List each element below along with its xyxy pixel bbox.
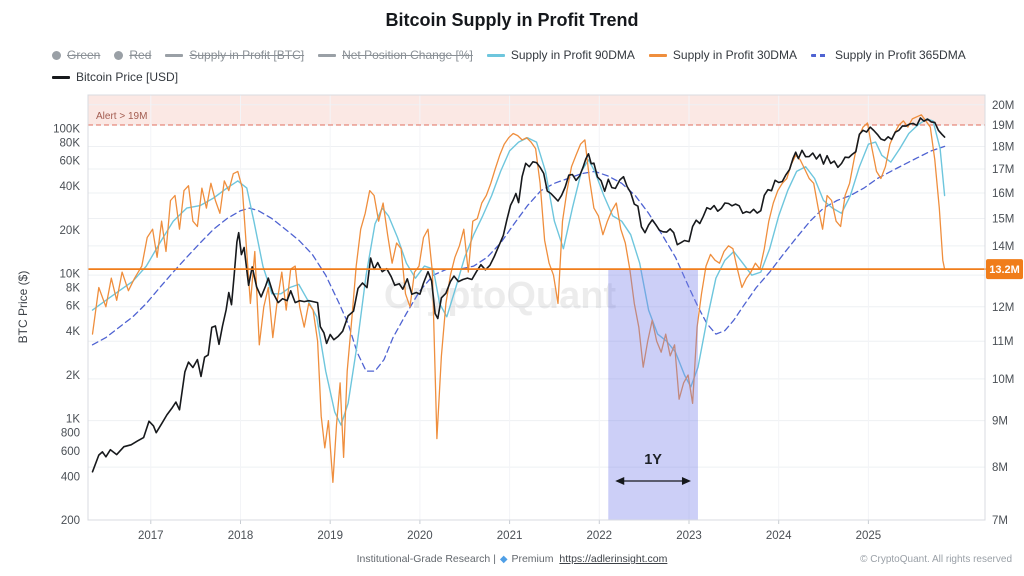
right-axis-tick: 7M — [992, 515, 1008, 527]
legend-marker-dashed-line-icon — [810, 53, 829, 57]
footer-premium-text: Premium — [511, 553, 554, 565]
legend-label: Bitcoin Price [USD] — [76, 70, 179, 84]
x-axis-tick: 2025 — [856, 530, 882, 542]
chart-title: Bitcoin Supply in Profit Trend — [385, 10, 639, 30]
x-axis-tick: 2018 — [228, 530, 254, 542]
right-axis-tick: 20M — [992, 100, 1014, 112]
series-bitcoin-price-usd — [91, 117, 946, 473]
threshold-badge-label: 13.2M — [989, 264, 1020, 276]
legend-item-bitcoin-price-usd[interactable]: Bitcoin Price [USD] — [52, 70, 178, 84]
legend-marker-line-icon — [648, 53, 667, 57]
left-axis-tick: 8K — [66, 283, 80, 295]
left-axis-tick: 4K — [66, 326, 80, 338]
legend-marker-dot-icon — [52, 50, 61, 60]
legend-marker-line-icon — [52, 75, 70, 79]
alert-band — [88, 95, 985, 126]
left-axis-tick: 200 — [61, 515, 80, 527]
legend-label: Supply in Profit 365DMA — [834, 48, 966, 62]
left-axis-tick: 60K — [60, 156, 81, 168]
right-axis-tick: 11M — [992, 336, 1014, 348]
right-axis-tick: 9M — [992, 416, 1008, 428]
one-year-arrowhead-right-icon — [681, 477, 691, 485]
left-axis-tick: 40K — [60, 181, 81, 193]
left-axis-tick: 400 — [61, 471, 80, 483]
right-axis-tick: 14M — [992, 241, 1014, 253]
left-axis-tick: 2K — [66, 370, 80, 382]
legend-item-green[interactable]: Green — [52, 48, 100, 62]
left-axis-tick: 600 — [61, 446, 80, 458]
right-axis-tick: 19M — [992, 120, 1014, 132]
legend-row-2: Bitcoin Price [USD] — [52, 66, 1016, 88]
left-axis-tick: 100K — [53, 123, 80, 135]
legend-label: Supply in Profit 30DMA — [672, 48, 797, 62]
watermark: CryptoQuant — [384, 275, 617, 317]
x-axis-tick: 2019 — [317, 530, 343, 542]
premium-gem-icon: ◆ — [499, 554, 508, 565]
x-axis-tick: 2021 — [497, 530, 523, 542]
legend-item-red[interactable]: Red — [114, 48, 151, 62]
footer-research-text: Institutional-Grade Research | — [356, 553, 496, 565]
legend-item-supply-in-profit-btc[interactable]: Supply in Profit [BTC] — [165, 48, 304, 62]
legend-row-1: Green Red Supply in Profit [BTC] Net Positi… — [52, 44, 1016, 66]
right-axis-tick: 16M — [992, 188, 1014, 200]
legend-marker-dot-icon — [114, 50, 124, 60]
left-axis-tick: 80K — [60, 137, 81, 149]
left-axis-tick: 6K — [66, 301, 80, 313]
left-axis-title: BTC Price ($) — [16, 271, 30, 344]
right-axis-tick: 8M — [992, 462, 1008, 474]
left-axis-tick: 20K — [60, 225, 81, 237]
legend-label: Net Position Change [%] — [342, 48, 473, 62]
threshold-badge — [986, 259, 1023, 280]
right-axis-tick: 10M — [992, 374, 1014, 386]
legend-item-net-position-change[interactable]: Net Position Change [%] — [318, 48, 473, 62]
right-axis-tick: 17M — [992, 164, 1014, 176]
series-supply-in-profit-30dma — [91, 114, 946, 483]
legend-marker-line-icon — [165, 53, 184, 57]
legend-marker-line-icon — [486, 53, 505, 57]
legend-label: Supply in Profit [BTC] — [189, 48, 305, 62]
legend: Green Red Supply in Profit [BTC] Net Positi… — [52, 44, 1016, 88]
legend-marker-line-icon — [318, 53, 337, 57]
legend-label: Red — [129, 48, 152, 62]
footer-link[interactable]: https://adlerinsight.com — [559, 553, 668, 565]
left-axis-tick: 1K — [66, 414, 80, 426]
alert-label: Alert > 19M — [96, 111, 147, 122]
x-axis-tick: 2017 — [138, 530, 164, 542]
legend-label: Supply in Profit 90DMA — [510, 48, 635, 62]
x-axis-tick: 2022 — [586, 530, 612, 542]
x-axis-tick: 2024 — [766, 530, 792, 542]
x-axis-tick: 2020 — [407, 530, 433, 542]
legend-item-supply-in-profit-365dma[interactable]: Supply in Profit 365DMA — [810, 48, 966, 62]
legend-label: Green — [67, 48, 101, 62]
footer-copyright: © CryptoQuant. All rights reserved — [860, 554, 1012, 565]
left-axis-tick: 10K — [60, 269, 81, 281]
left-axis-tick: 800 — [61, 428, 80, 440]
right-axis-tick: 12M — [992, 302, 1014, 314]
right-axis-tick: 15M — [992, 214, 1014, 226]
footer: Institutional-Grade Research | ◆ Premium… — [0, 553, 1024, 565]
one-year-label: 1Y — [644, 452, 662, 468]
legend-item-supply-in-profit-90dma[interactable]: Supply in Profit 90DMA — [486, 48, 635, 62]
x-axis-tick: 2023 — [676, 530, 702, 542]
legend-item-supply-in-profit-30dma[interactable]: Supply in Profit 30DMA — [648, 48, 797, 62]
right-axis-tick: 18M — [992, 141, 1014, 153]
plot-border — [87, 94, 986, 521]
one-year-arrowhead-left-icon — [615, 477, 625, 485]
